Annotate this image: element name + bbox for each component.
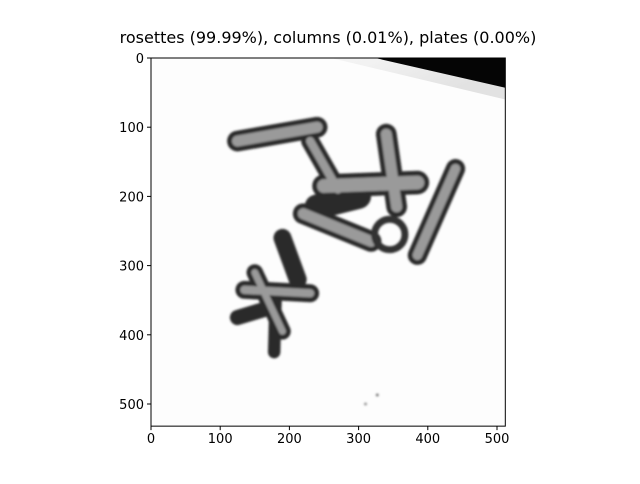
x-tick-label: 200 — [277, 432, 302, 447]
y-tick-label: 200 — [119, 190, 144, 205]
image — [151, 58, 506, 427]
x-tick-label: 500 — [485, 432, 510, 447]
x-tick-label: 400 — [415, 432, 440, 447]
x-tick-label: 0 — [147, 432, 155, 447]
y-tick-label: 400 — [119, 329, 144, 344]
x-tick-label: 300 — [346, 432, 371, 447]
x-tick-label: 100 — [208, 432, 233, 447]
y-tick-label: 0 — [136, 52, 144, 67]
y-tick-label: 300 — [119, 260, 144, 275]
axes-frame — [150, 57, 506, 427]
y-tick-label: 100 — [119, 121, 144, 136]
y-tick-label: 500 — [119, 398, 144, 413]
chart-title: rosettes (99.99%), columns (0.01%), plat… — [120, 28, 537, 47]
